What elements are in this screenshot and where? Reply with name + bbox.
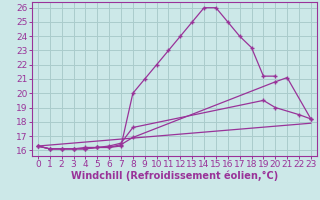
X-axis label: Windchill (Refroidissement éolien,°C): Windchill (Refroidissement éolien,°C) [71, 171, 278, 181]
